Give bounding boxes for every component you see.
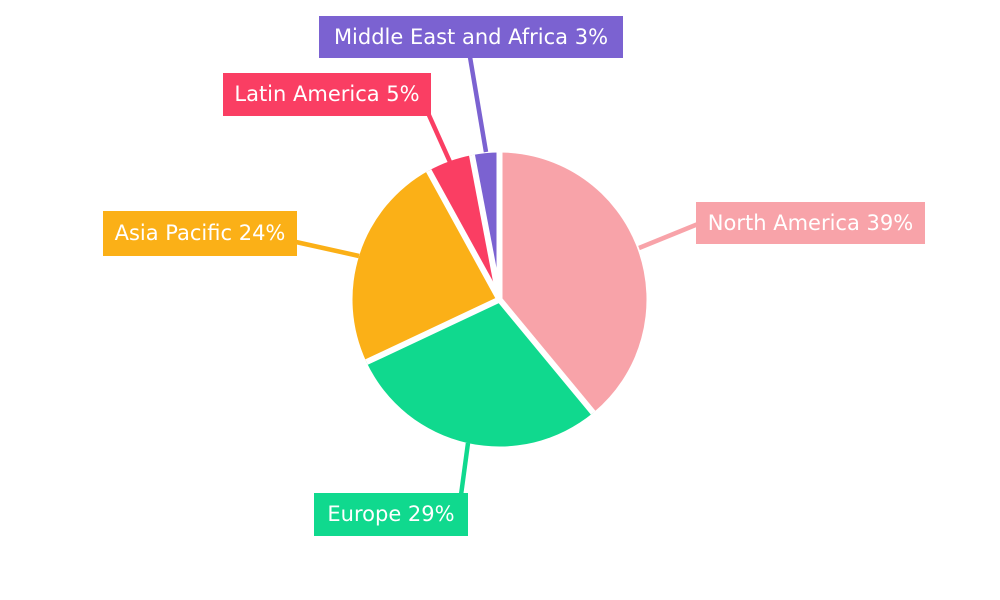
leader-line-middle-east-and-africa bbox=[467, 56, 489, 153]
leader-line-europe bbox=[458, 442, 471, 496]
leader-line-north-america bbox=[638, 221, 699, 251]
leader-line-asia-pacific bbox=[295, 239, 360, 259]
pie-slice-north-america[interactable] bbox=[499, 152, 647, 413]
slice-separator bbox=[469, 154, 503, 301]
pie-label-north-america: North America 39% bbox=[696, 202, 925, 244]
slice-separator bbox=[365, 296, 501, 365]
slice-separator bbox=[497, 297, 596, 415]
pie-label-asia-pacific: Asia Pacific 24% bbox=[103, 211, 297, 256]
pie-label-middle-east-and-africa: Middle East and Africa 3% bbox=[319, 16, 623, 58]
pie-label-latin-america: Latin America 5% bbox=[223, 73, 431, 116]
pie-label-europe: Europe 29% bbox=[314, 493, 468, 536]
slice-separator bbox=[426, 169, 503, 301]
leader-line-latin-america bbox=[425, 112, 453, 163]
